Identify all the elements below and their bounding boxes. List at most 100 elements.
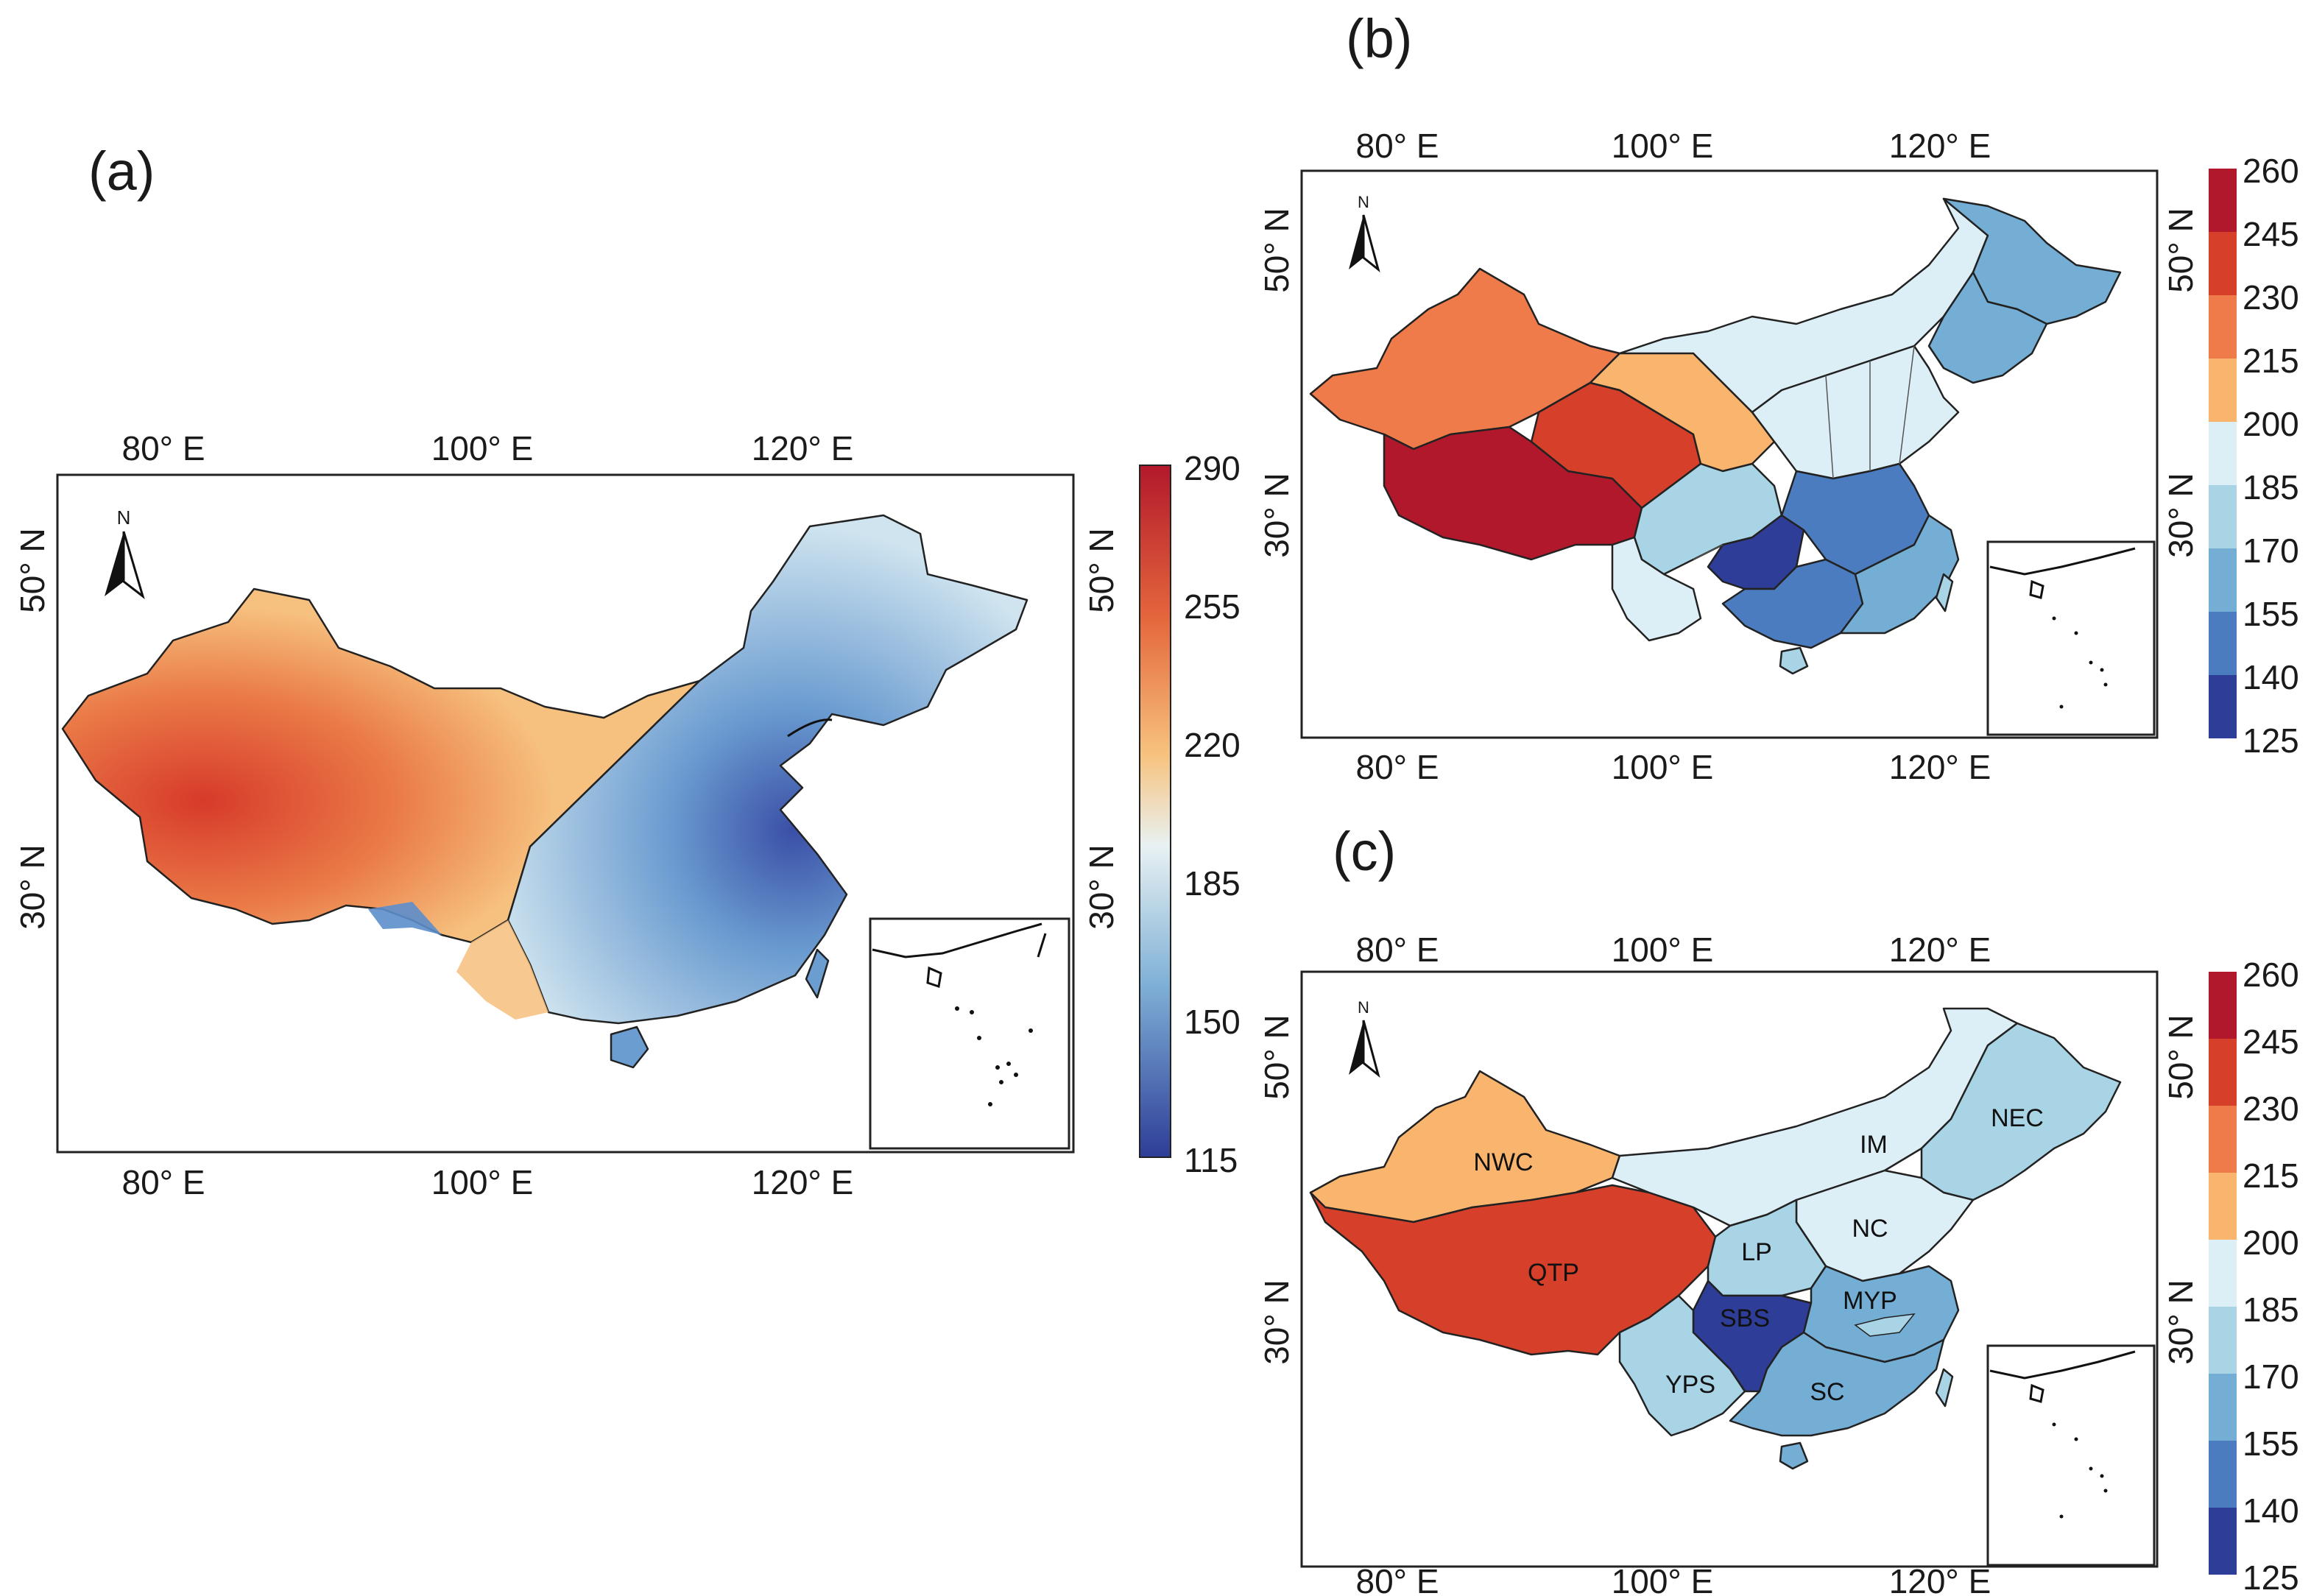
panel-c-colorbar-class — [2209, 1173, 2237, 1240]
panel-a-colorbar: 290 255 220 185 150 115 — [1139, 449, 1241, 1179]
panel-c-bottom-lon-tick: 120° E — [1889, 1562, 1991, 1596]
colorbar-tick: 155 — [2243, 595, 2299, 633]
panel-c-left-lat-tick: 50° N — [1257, 1014, 1296, 1100]
panel-c-colorbar-class — [2209, 1106, 2237, 1173]
colorbar-tick: 155 — [2243, 1424, 2299, 1463]
panel-a-bottom-lon-tick: 80° E — [121, 1163, 205, 1201]
panel-c-colorbar-class — [2209, 1039, 2237, 1106]
panel-a: (a) 80° E 100° E 120° E 80° E 100° E 120… — [13, 141, 1241, 1201]
colorbar-tick: 125 — [2243, 1558, 2299, 1596]
panel-a-letter: (a) — [88, 141, 155, 202]
colorbar-tick: 140 — [2243, 1491, 2299, 1530]
panel-c-inset — [1986, 1344, 2156, 1567]
panel-a-map — [61, 514, 1029, 1069]
panel-b-colorbar-class — [2209, 169, 2237, 232]
panel-a-bohai-coast — [787, 718, 833, 738]
panel-a-south-warm-patch — [456, 920, 548, 1020]
region-label: NEC — [1991, 1104, 2044, 1132]
colorbar-tick: 200 — [2243, 1224, 2299, 1262]
panel-c-left-lat-tick: 30° N — [1257, 1279, 1296, 1365]
colorbar-tick: 245 — [2243, 215, 2299, 253]
panel-b-colorbar-class — [2209, 612, 2237, 675]
panel-a-tibet-valley — [368, 902, 442, 935]
panel-b-top-lon-tick: 80° E — [1355, 127, 1439, 165]
colorbar-tick: 200 — [2243, 405, 2299, 443]
panel-b-taiwan — [1935, 573, 1954, 612]
panel-b: (b) 80° E 100° E 120° E 80° E 100° E 120… — [1257, 8, 2299, 786]
colorbar-tick: 140 — [2243, 658, 2299, 696]
colorbar-tick: 150 — [1184, 1003, 1241, 1041]
panel-b-colorbar-class — [2209, 485, 2237, 548]
panel-b-bottom-lon-tick: 100° E — [1612, 748, 1714, 786]
panel-b-letter: (b) — [1346, 8, 1412, 69]
colorbar-tick: 245 — [2243, 1023, 2299, 1061]
panel-c-colorbar-class — [2209, 1508, 2237, 1575]
colorbar-tick: 185 — [2243, 1290, 2299, 1329]
colorbar-tick: 170 — [2243, 532, 2299, 570]
panel-a-right-lat-tick: 50° N — [1082, 528, 1121, 613]
panel-b-top-lon-tick: 100° E — [1612, 127, 1714, 165]
north-label: N — [1358, 193, 1369, 211]
panel-b-inset — [1986, 540, 2156, 736]
colorbar-tick: 125 — [2243, 721, 2299, 760]
north-arrow-icon — [1349, 1020, 1363, 1075]
panel-c-letter: (c) — [1333, 821, 1396, 882]
panel-b-province-lines — [1693, 345, 1915, 560]
north-label: N — [117, 506, 131, 529]
north-arrow-icon — [105, 532, 124, 596]
colorbar-tick: 255 — [1184, 587, 1241, 626]
panel-a-top-lon-tick: 120° E — [752, 429, 854, 467]
panel-c-inset-frame — [1986, 1344, 2156, 1567]
panel-b-hunan-guangxi — [1721, 558, 1864, 649]
panel-b-left-lat-tick: 30° N — [1257, 473, 1296, 558]
north-arrow-icon-half — [1362, 214, 1380, 273]
panel-c-colorbar-class — [2209, 1374, 2237, 1441]
panel-b-right-lat-tick: 50° N — [2162, 208, 2200, 293]
panel-b-bottom-lon-tick: 80° E — [1355, 748, 1439, 786]
colorbar-tick: 215 — [2243, 1157, 2299, 1195]
north-label: N — [1358, 998, 1369, 1017]
panel-a-frame — [56, 473, 1075, 1154]
panel-b-colorbar-class — [2209, 675, 2237, 738]
panel-a-top-lon-tick: 80° E — [121, 429, 205, 467]
region-label: NWC — [1473, 1148, 1533, 1176]
panel-c-colorbar-class — [2209, 1441, 2237, 1508]
panel-c-map: NWC QTP IM NEC NC LP SBS MYP YPS SC — [1309, 1007, 2122, 1470]
panel-b-yunnan — [1611, 536, 1702, 642]
panel-c-right-lat-tick: 50° N — [2162, 1014, 2200, 1100]
panel-a-left-lat-tick: 50° N — [13, 528, 52, 613]
panel-a-right-lat-tick: 30° N — [1082, 844, 1121, 930]
panel-a-bottom-lon-tick: 120° E — [752, 1163, 854, 1201]
region-taiwan — [1935, 1368, 1954, 1408]
panel-c-right-lat-tick: 30° N — [2162, 1279, 2200, 1365]
panel-b-hainan — [1779, 646, 1809, 675]
panel-c: (c) 80° E 100° E 120° E 80° E 100° E 120… — [1257, 821, 2299, 1596]
panel-b-north-arrow: N — [1349, 193, 1380, 273]
panel-a-inset-coast — [872, 922, 1042, 958]
panel-a-inset-islands — [955, 1006, 1033, 1106]
panel-c-north-arrow: N — [1349, 998, 1380, 1078]
panel-c-inset-islands — [2052, 1422, 2108, 1519]
region-sc — [1729, 1331, 1945, 1437]
north-arrow-icon — [1349, 215, 1363, 269]
region-label: LP — [1741, 1238, 1772, 1266]
panel-a-hainan — [610, 1025, 649, 1069]
panel-b-map — [1309, 197, 2122, 675]
panel-a-inset-taiwan — [1037, 933, 1047, 958]
panel-c-top-lon-tick: 80° E — [1355, 931, 1439, 969]
panel-b-top-lon-tick: 120° E — [1889, 127, 1991, 165]
colorbar-tick: 185 — [1184, 864, 1241, 903]
region-label: QTP — [1528, 1259, 1579, 1287]
colorbar-tick: 230 — [2243, 1090, 2299, 1128]
panel-a-inset-frame — [869, 917, 1070, 1150]
region-label: SC — [1810, 1378, 1844, 1406]
panel-c-colorbar-class — [2209, 1307, 2237, 1374]
panel-b-colorbar-class — [2209, 232, 2237, 295]
panel-a-inset — [869, 917, 1070, 1150]
region-label: NC — [1852, 1215, 1888, 1243]
panel-b-left-lat-tick: 50° N — [1257, 208, 1296, 293]
panel-b-bottom-lon-tick: 120° E — [1889, 748, 1991, 786]
panel-b-right-lat-tick: 30° N — [2162, 473, 2200, 558]
region-nec — [1920, 1022, 2122, 1201]
colorbar-tick: 215 — [2243, 342, 2299, 380]
